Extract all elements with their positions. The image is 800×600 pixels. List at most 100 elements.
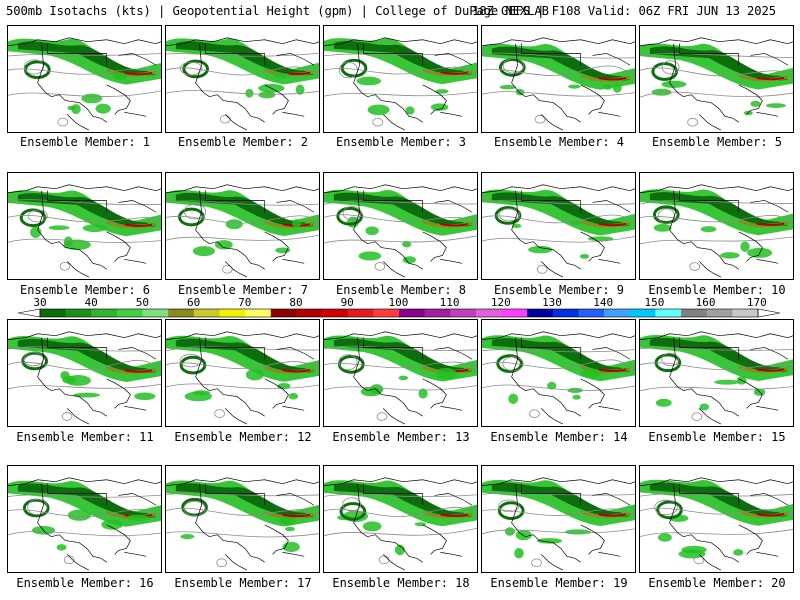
isotach-shading	[640, 43, 793, 116]
ensemble-member-label: Ensemble Member: 5	[651, 135, 783, 149]
colorbar-swatch	[706, 309, 733, 317]
colorbar-tick-label: 40	[85, 296, 98, 309]
height-contours	[8, 199, 161, 271]
coastline	[8, 37, 161, 131]
coastline	[482, 184, 635, 278]
isotach-shading	[324, 38, 477, 116]
colorbar-swatch	[373, 309, 400, 317]
colorbar-swatch	[65, 309, 92, 317]
isotach-shading	[324, 480, 477, 556]
isotach-shading	[8, 38, 161, 115]
height-contours	[482, 52, 635, 124]
colorbar-tick-label: 80	[289, 296, 302, 309]
coastline	[324, 37, 477, 131]
height-contours	[640, 493, 793, 565]
height-contours	[324, 200, 477, 271]
coastline	[324, 477, 477, 571]
ensemble-member-map	[481, 465, 636, 573]
ensemble-member-label: Ensemble Member: 19	[490, 576, 628, 590]
ensemble-member-map	[639, 25, 794, 133]
colorbar-swatch	[629, 309, 656, 317]
coastline	[482, 477, 635, 571]
colorbar-tick-label: 50	[136, 296, 149, 309]
coastline	[640, 37, 793, 131]
colorbar-swatch	[604, 309, 631, 317]
coastline	[324, 184, 477, 278]
ensemble-member-map	[7, 465, 162, 573]
colorbar-swatch	[399, 309, 425, 317]
colorbar-swatch	[142, 309, 169, 317]
colorbar-swatch	[424, 309, 451, 317]
colorbar-swatch	[168, 309, 195, 317]
coastline	[166, 37, 319, 131]
ensemble-member-label: Ensemble Member: 7	[177, 283, 309, 297]
height-contours	[166, 493, 319, 568]
ensemble-member-label: Ensemble Member: 10	[648, 283, 786, 297]
coastline	[640, 184, 793, 278]
colorbar-swatch	[527, 309, 554, 317]
colorbar-swatch	[347, 309, 374, 317]
isotach-shading	[482, 480, 635, 559]
isotach-colorbar: 30 40 50 60 70 80 90 100 110 120 130 140 150 160 170	[0, 296, 800, 320]
colorbar-swatch	[322, 309, 349, 317]
coastline	[640, 477, 793, 571]
coastline	[640, 331, 793, 425]
isotach-shading	[166, 480, 319, 553]
ensemble-member-label: Ensemble Member: 9	[493, 283, 625, 297]
colorbar-swatch	[450, 309, 477, 317]
height-contours	[482, 492, 635, 568]
isotach-shading	[8, 336, 161, 401]
ensemble-member-map	[639, 172, 794, 280]
ensemble-member-label: Ensemble Member: 17	[174, 576, 312, 590]
colorbar-swatch	[578, 309, 605, 317]
isotach-shading	[482, 335, 635, 405]
colorbar-tick-label: 100	[388, 296, 408, 309]
ensemble-member-label: Ensemble Member: 18	[332, 576, 470, 590]
ensemble-member-label: Ensemble Member: 14	[490, 430, 628, 444]
ensemble-member-map	[7, 25, 162, 133]
coastline	[8, 184, 161, 278]
colorbar-tick-label: 70	[238, 296, 251, 309]
coastline	[166, 477, 319, 571]
colorbar-tick-label: 60	[187, 296, 200, 309]
ensemble-member-label: Ensemble Member: 12	[174, 430, 312, 444]
coastline	[482, 331, 635, 425]
ensemble-member-map	[7, 172, 162, 280]
title-right: 18Z GEFS | F108 Valid: 06Z FRI JUN 13 20…	[472, 4, 776, 18]
height-contours	[8, 346, 161, 421]
ensemble-member-label: Ensemble Member: 2	[177, 135, 309, 149]
ensemble-member-label: Ensemble Member: 8	[335, 283, 467, 297]
height-contours	[640, 347, 793, 421]
height-contours	[166, 52, 319, 124]
isotach-shading	[640, 189, 793, 259]
ensemble-member-label: Ensemble Member: 1	[19, 135, 151, 149]
colorbar-tick-label: 150	[644, 296, 664, 309]
colorbar-swatch	[655, 309, 682, 317]
colorbar-swatch	[91, 309, 118, 317]
colorbar-swatch	[219, 309, 246, 317]
colorbar-swatch	[270, 309, 297, 317]
isotach-shading	[8, 480, 161, 551]
ensemble-member-label: Ensemble Member: 16	[16, 576, 154, 590]
title-left: 500mb Isotachs (kts) | Geopotential Heig…	[6, 4, 549, 18]
colorbar-tick-label: 120	[491, 296, 511, 309]
ensemble-member-map	[165, 465, 320, 573]
colorbar-swatch	[116, 309, 143, 317]
colorbar-swatch	[552, 309, 579, 317]
ensemble-member-map	[481, 25, 636, 133]
ensemble-member-map	[165, 25, 320, 133]
ensemble-member-map	[323, 319, 478, 427]
ensemble-member-label: Ensemble Member: 13	[332, 430, 470, 444]
ensemble-member-map	[323, 25, 478, 133]
ensemble-member-map	[165, 172, 320, 280]
colorbar-swatch	[40, 309, 66, 317]
ensemble-member-map	[639, 319, 794, 427]
height-contours	[640, 53, 793, 127]
height-contours	[640, 199, 793, 271]
height-contours	[482, 349, 635, 418]
height-contours	[482, 199, 635, 274]
colorbar-right-arrow	[757, 308, 781, 318]
coastline	[166, 184, 319, 278]
map-title: 500mb Isotachs (kts) | Geopotential Heig…	[6, 4, 796, 22]
colorbar-tick-label: 110	[440, 296, 460, 309]
